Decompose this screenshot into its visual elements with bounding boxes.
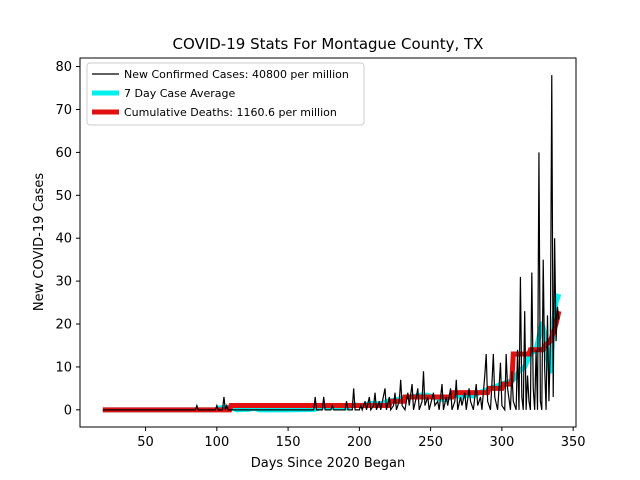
legend-entry-new-cases-label: New Confirmed Cases: 40800 per million — [124, 68, 349, 81]
series-cumulative-deaths-line — [102, 310, 562, 413]
x-axis: 50 100 150 200 250 300 350 — [137, 427, 586, 450]
series-new-cases-line — [102, 75, 560, 412]
x-tick-label: 100 — [204, 435, 229, 450]
x-tick-label: 50 — [137, 435, 154, 450]
y-tick-label: 80 — [55, 60, 72, 75]
y-tick-label: 0 — [64, 403, 72, 418]
y-axis-label: New COVID-19 Cases — [32, 173, 47, 311]
chart-title: COVID-19 Stats For Montague County, TX — [173, 35, 484, 53]
series-layer — [102, 75, 562, 413]
y-axis: 0 10 20 30 40 50 60 70 80 — [55, 60, 80, 418]
x-tick-label: 150 — [276, 435, 301, 450]
y-tick-label: 50 — [55, 189, 72, 204]
y-tick-label: 70 — [55, 103, 72, 118]
y-tick-label: 20 — [55, 318, 72, 333]
x-tick-label: 300 — [489, 435, 514, 450]
y-tick-label: 40 — [55, 232, 72, 247]
plot-frame — [79, 57, 577, 428]
legend-entry-cumulative-deaths-label: Cumulative Deaths: 1160.6 per million — [124, 106, 337, 119]
legend-box — [86, 62, 365, 126]
x-tick-label: 250 — [418, 435, 443, 450]
x-axis-label: Days Since 2020 Began — [251, 456, 406, 471]
x-tick-label: 200 — [347, 435, 372, 450]
legend-entry-7-day-average-label: 7 Day Case Average — [124, 87, 236, 100]
y-tick-label: 60 — [55, 146, 72, 161]
y-tick-label: 10 — [55, 360, 72, 375]
x-tick-label: 350 — [561, 435, 586, 450]
y-tick-label: 30 — [55, 275, 72, 290]
legend: New Confirmed Cases: 40800 per million 7 … — [86, 62, 365, 126]
